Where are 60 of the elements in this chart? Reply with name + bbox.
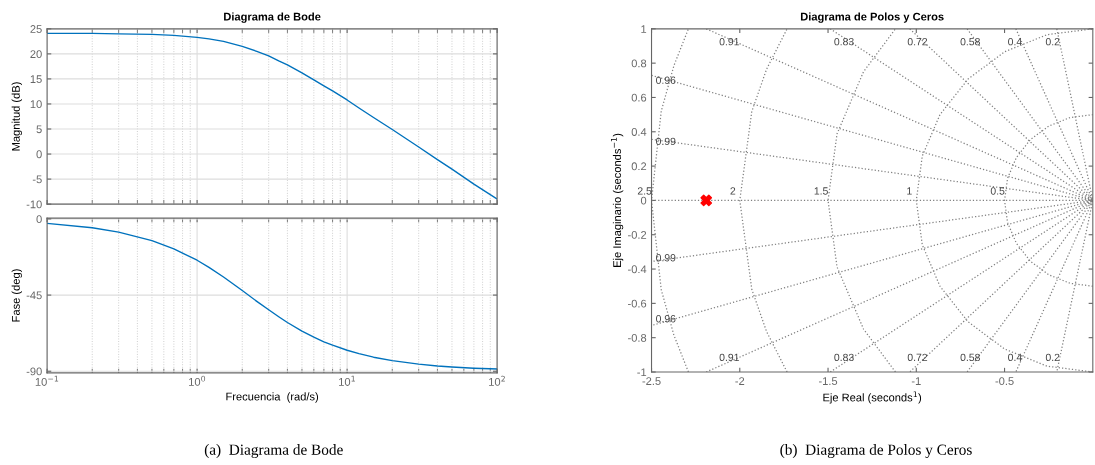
- annotation: 0.5: [990, 187, 1005, 195]
- y-tick-label: -0.8: [628, 333, 647, 342]
- annotation: 0.83: [834, 353, 854, 362]
- x-tick-label: -1: [911, 377, 921, 385]
- x-tick-label: -2: [735, 377, 745, 385]
- y-tick-label: -0.2: [628, 231, 647, 239]
- y-tick-label: 0: [36, 215, 42, 224]
- annotation: 0.58: [960, 37, 980, 46]
- text: (b) Diagrama de Polos y Ceros: [780, 444, 972, 458]
- y-tick-label: -0.4: [628, 265, 647, 274]
- chart-title: Diagrama de Bode: [224, 12, 321, 23]
- x-tick-label: 10$^{−1}$: [35, 375, 59, 386]
- annotation: 0.99: [656, 254, 676, 262]
- x-tick-label: 10$^{0}$: [189, 375, 206, 386]
- y-axis-title: Fase (deg): [11, 269, 22, 322]
- annotation: 0.91: [719, 353, 739, 362]
- y-tick-label: 0: [640, 196, 647, 205]
- y-tick-label: -0.6: [628, 299, 647, 308]
- y-tick-label: 20: [30, 50, 42, 59]
- annotation: 1: [907, 187, 912, 195]
- y-tick-label: 15: [30, 75, 42, 84]
- y-tick-label: 5: [36, 125, 42, 134]
- y-tick-label: 25: [30, 25, 42, 33]
- x-axis-title: Eje Real (seconds$^{1}$): [823, 391, 922, 404]
- y-axis-title: Magnitud (dB): [11, 82, 22, 151]
- annotation: 0.2: [1045, 353, 1060, 362]
- y-tick-label: 0.4: [631, 128, 647, 136]
- x-tick-label: 10$^{2}$: [489, 375, 505, 386]
- annotation: 0.2: [1045, 37, 1060, 46]
- chart-title: Diagrama de Polos y Ceros: [800, 12, 944, 23]
- x-tick-label: -2.5: [642, 377, 661, 386]
- y-tick-label: 1: [641, 25, 647, 33]
- y-tick-label: 10: [30, 100, 42, 109]
- annotation: 0.99: [656, 137, 676, 146]
- annotation: 0.72: [907, 353, 928, 362]
- x-axis-title: Frecuencia (rad/s): [226, 392, 319, 403]
- annotation: 0.4: [1008, 353, 1022, 362]
- y-tick-label: 0: [36, 150, 42, 159]
- annotation: 0.83: [834, 37, 854, 46]
- y-tick-label: -5: [32, 175, 42, 184]
- annotation: 0.91: [719, 37, 739, 46]
- annotation: 1.5: [814, 187, 828, 195]
- annotation: 0.58: [960, 353, 980, 362]
- y-tick-label: 0.6: [631, 93, 647, 102]
- y-tick-label: 0.8: [631, 59, 647, 68]
- y-tick-label: -45: [26, 291, 42, 300]
- y-tick-label: 0.2: [631, 162, 647, 171]
- annotation: 0.72: [907, 37, 928, 46]
- x-tick-label: -1.5: [818, 377, 838, 386]
- x-tick-label: -0.5: [995, 377, 1014, 386]
- y-tick-label: -1: [637, 368, 647, 377]
- y-tick-label: -10: [26, 200, 42, 209]
- y-tick-label: -90: [26, 367, 42, 376]
- annotation: 0.96: [656, 315, 676, 323]
- annotation: 0.4: [1008, 37, 1022, 46]
- y-axis-title: Eje Imaginario (seconds$^{−1}$): [611, 133, 624, 267]
- annotation: 0.96: [656, 76, 676, 84]
- annotation: 2: [730, 187, 736, 195]
- text: (a) Diagrama de Bode: [204, 444, 343, 458]
- x-tick-label: 10$^{1}$: [339, 375, 355, 386]
